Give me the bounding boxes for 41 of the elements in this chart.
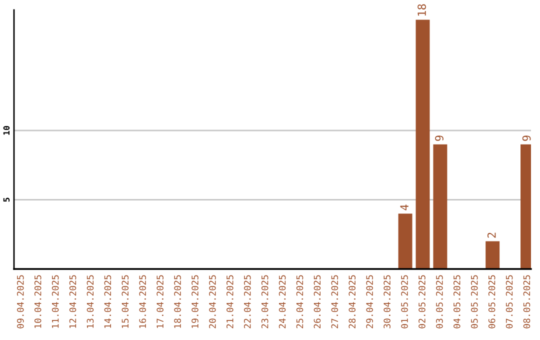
x-tick-label: 30.04.2025 (384, 275, 390, 328)
x-tick-label: 10.04.2025 (34, 275, 42, 328)
x-tick-label: 03.05.2025 (436, 275, 443, 328)
x-tick-label: 15.04.2025 (122, 275, 129, 328)
x-tick-label: 20.04.2025 (209, 275, 216, 328)
x-tick-label: 26.04.2025 (314, 275, 321, 328)
data-label: 9 (435, 136, 444, 141)
x-tick-label: 09.04.2025 (16, 275, 24, 328)
x-tick-label: 23.04.2025 (261, 275, 268, 328)
x-tick-label: 17.04.2025 (156, 275, 164, 328)
x-tick-label: 04.05.2025 (453, 275, 460, 328)
x-tick-label: 12.04.2025 (69, 275, 76, 328)
x-tick-label: 06.05.2025 (488, 275, 496, 328)
x-tick-label: 02.05.2025 (418, 275, 426, 328)
x-tick-label: 18.04.2025 (174, 275, 181, 328)
data-label: 2 (487, 232, 496, 238)
x-tick-label: 29.04.2025 (366, 275, 374, 328)
x-tick-label: 08.05.2025 (523, 275, 530, 328)
x-tick-label: 19.04.2025 (192, 275, 198, 328)
bar (398, 214, 412, 269)
y-tick-label: 5 (3, 198, 10, 202)
x-tick-label: 16.04.2025 (139, 275, 146, 328)
x-tick-label: 22.04.2025 (244, 275, 251, 328)
x-tick-label: 14.04.2025 (104, 275, 112, 328)
bar (416, 20, 430, 269)
x-tick-label: 07.05.2025 (506, 275, 513, 328)
data-label: 18 (418, 4, 426, 16)
x-tick-label: 05.05.2025 (470, 275, 478, 328)
data-label: 4 (400, 204, 408, 210)
y-tick-label: 10 (3, 126, 10, 135)
x-tick-label: 28.04.2025 (348, 275, 356, 328)
x-tick-label: 11.04.2025 (52, 275, 59, 328)
x-tick-label: 27.04.2025 (331, 275, 338, 328)
data-label: 9 (522, 136, 531, 141)
x-tick-label: 01.05.2025 (401, 275, 408, 328)
x-tick-label: 25.04.2025 (296, 275, 304, 328)
x-tick-label: 24.04.2025 (278, 275, 286, 328)
bar (433, 144, 448, 269)
x-tick-label: 13.04.2025 (86, 275, 94, 328)
bar (486, 241, 500, 269)
x-tick-label: 21.04.2025 (226, 275, 234, 328)
